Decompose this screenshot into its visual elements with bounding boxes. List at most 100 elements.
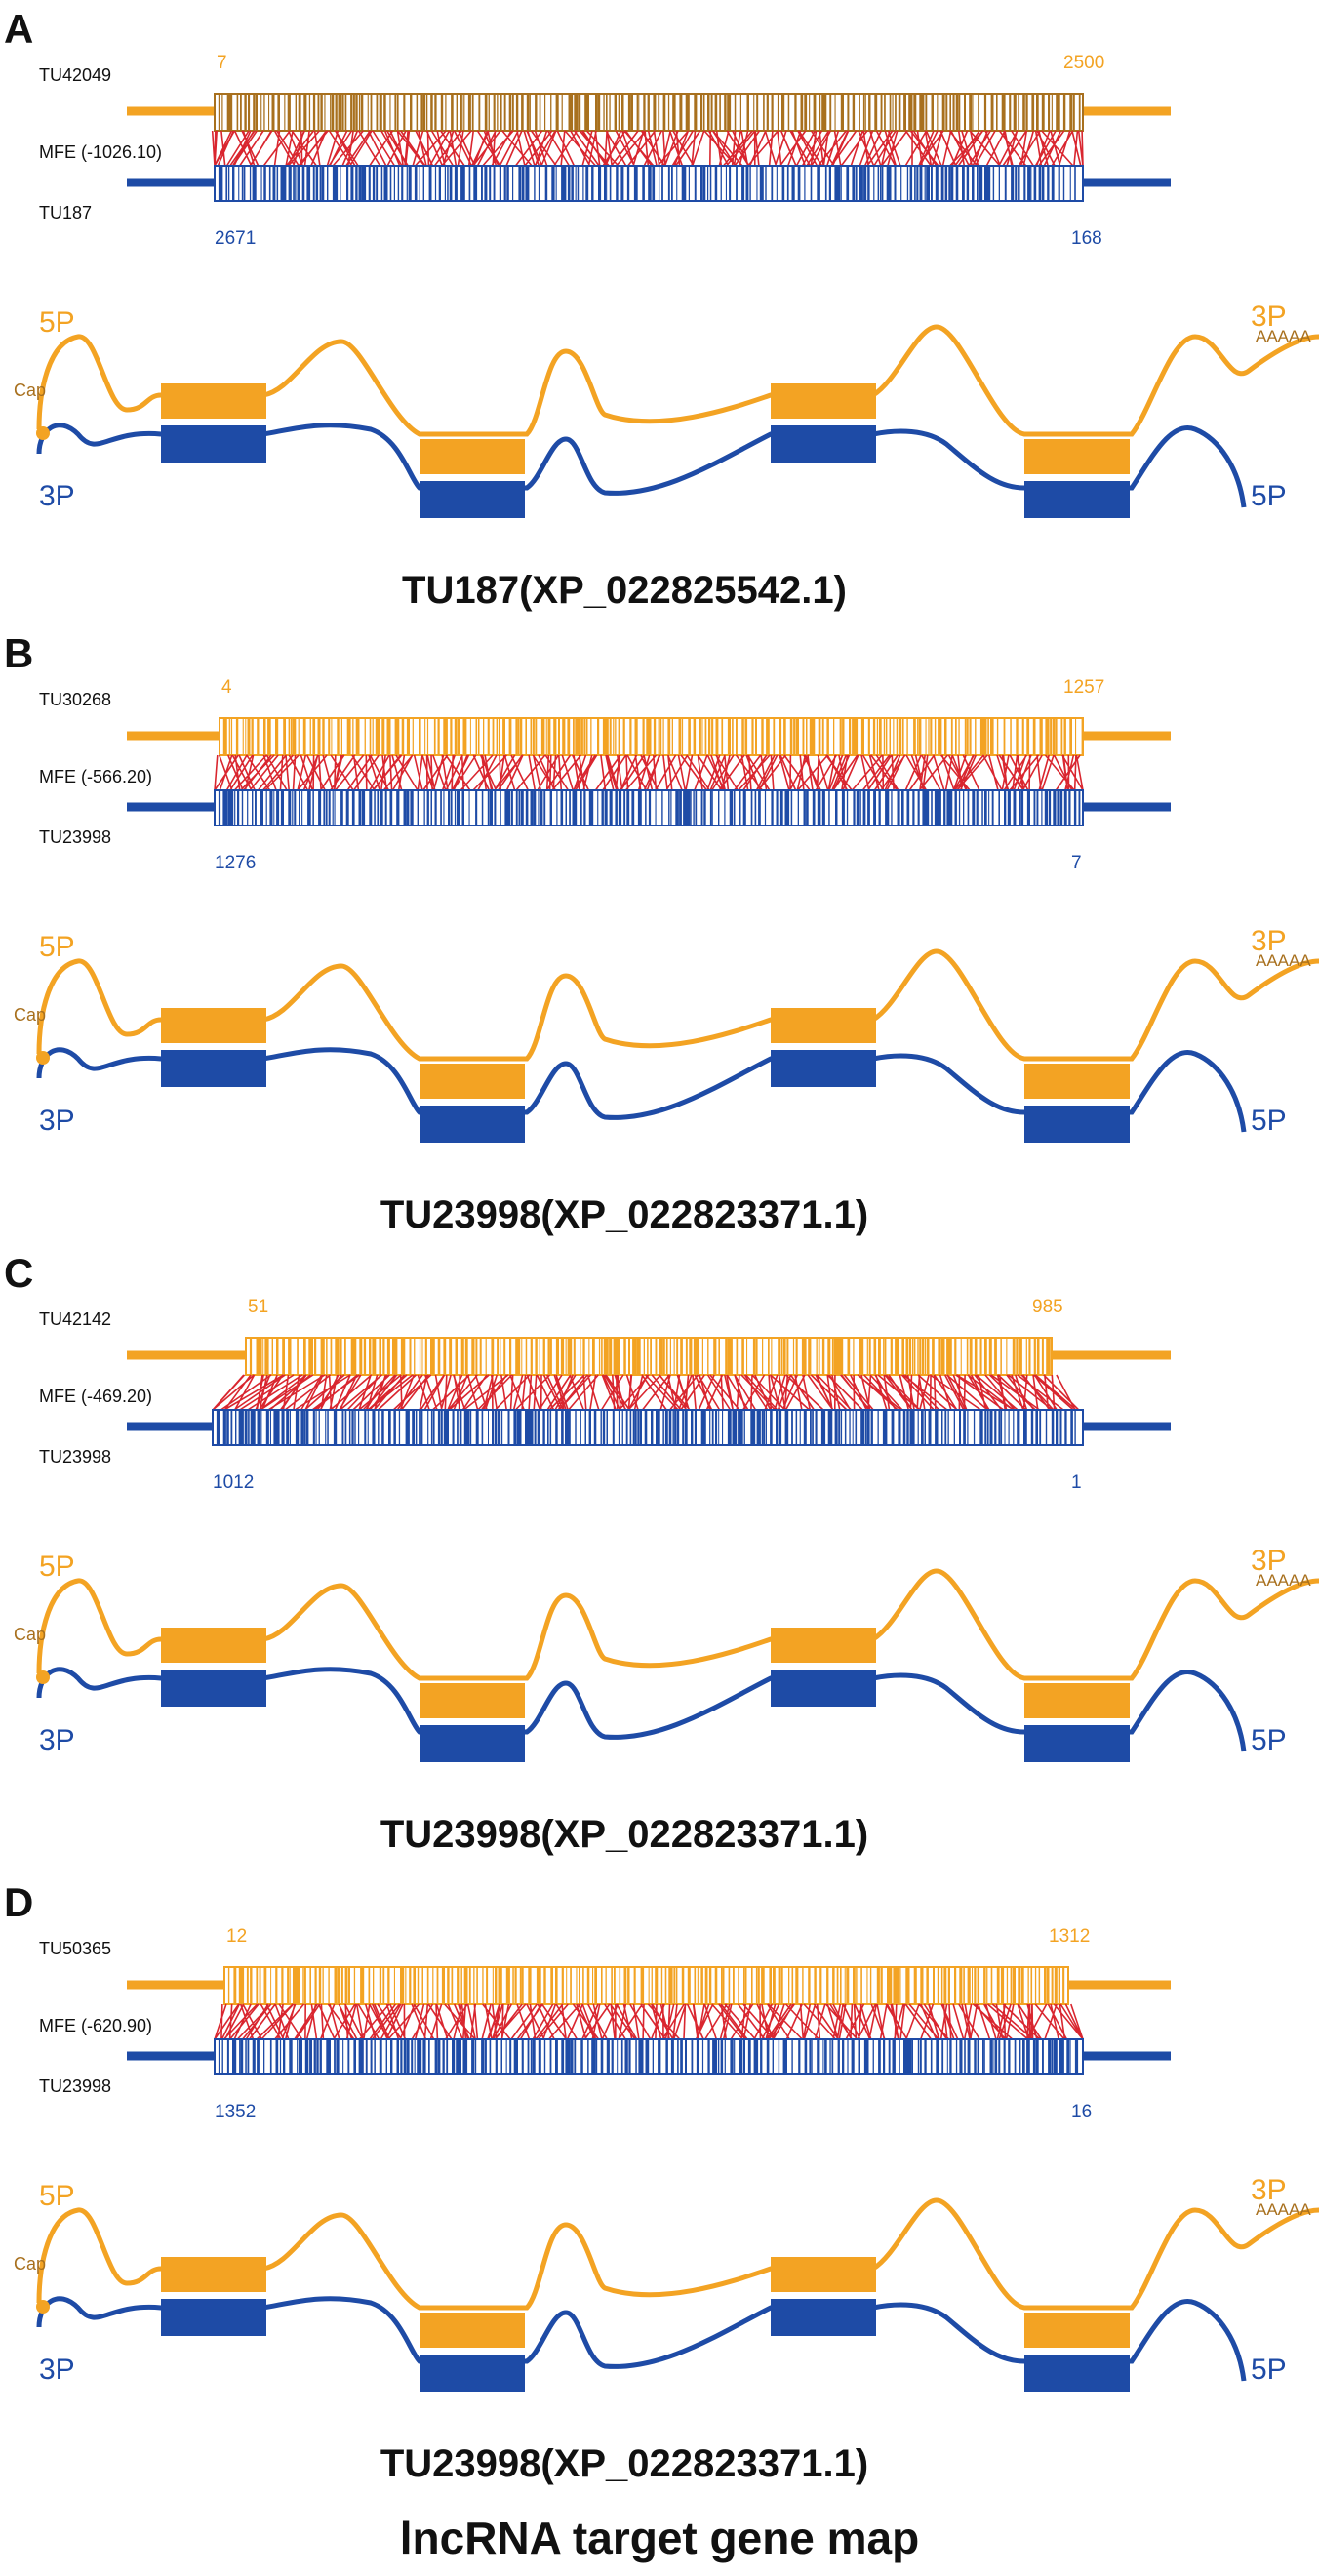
sense-strand-curve: [36, 1568, 1319, 1681]
cap-label: Cap: [14, 1005, 46, 1025]
target-sequence-ticks: [218, 166, 1076, 201]
cap-circle-icon: [36, 1670, 50, 1684]
sense-exon-3: [771, 1008, 876, 1043]
antisense-exon-1: [161, 1670, 266, 1707]
lncrna-name: TU42049: [39, 65, 111, 85]
lncrna-sequence-ticks: [218, 94, 1081, 131]
lncrna-sequence-frame: [245, 1337, 1053, 1376]
antisense-exon-2: [420, 1106, 525, 1143]
gene-caption: TU23998(XP_022823371.1): [380, 1193, 868, 1236]
antisense-exon-2: [420, 1725, 525, 1762]
base-pairing-lines: [212, 1374, 1080, 1411]
antisense-strand-curve: [36, 1047, 1247, 1133]
cap-circle-icon: [36, 426, 50, 440]
panel-letter: A: [4, 6, 33, 52]
target-name: TU23998: [39, 1447, 111, 1467]
target-start-position: 1012: [213, 1472, 254, 1493]
gene-caption: TU23998(XP_022823371.1): [380, 2442, 868, 2485]
sense-exon-3: [771, 383, 876, 419]
target-start-position: 2671: [215, 228, 256, 249]
lncrna-end-position: 985: [1032, 1297, 1063, 1317]
sense-exon-3: [771, 1628, 876, 1663]
panel-letter: C: [4, 1250, 33, 1296]
mfe-label: MFE (-1026.10): [39, 142, 162, 162]
sense-strand-curve: [36, 324, 1319, 437]
cap-circle-icon: [36, 1051, 50, 1065]
lncrna-end-position: 1257: [1063, 677, 1104, 698]
target-end-position: 1: [1071, 1472, 1082, 1493]
poly-a-label: AAAAA: [1256, 2200, 1311, 2219]
three-prime-label-sense: 3P: [1251, 301, 1287, 333]
five-prime-label-antisense: 5P: [1251, 1724, 1287, 1756]
panel-letter: B: [4, 630, 33, 676]
target-start-position: 1276: [215, 853, 256, 873]
lncrna-sequence-ticks: [249, 1338, 1051, 1375]
antisense-exon-4: [1024, 481, 1130, 518]
lncrna-name: TU50365: [39, 1939, 111, 1958]
lncrna-name: TU42142: [39, 1309, 111, 1329]
panel-d: D TU50365 MFE (-620.90) TU23998 12 1312 1352 16…: [4, 1879, 1319, 2485]
antisense-strand-curve: [36, 2296, 1247, 2382]
sense-exon-1: [161, 2257, 266, 2292]
sense-exon-2: [420, 1064, 525, 1099]
antisense-exon-3: [771, 1670, 876, 1707]
lncrna-sequence-ticks: [222, 718, 1083, 755]
sense-strand-curve: [36, 2197, 1319, 2311]
antisense-exon-4: [1024, 1106, 1130, 1143]
three-prime-label-antisense: 3P: [39, 2354, 75, 2386]
antisense-exon-2: [420, 2355, 525, 2392]
sense-exon-4: [1024, 439, 1130, 474]
target-end-position: 7: [1071, 853, 1082, 873]
panel-c: C TU42142 MFE (-469.20) TU23998 51 985 1012 1 Ca…: [4, 1250, 1319, 1856]
antisense-exon-4: [1024, 2355, 1130, 2392]
target-start-position: 1352: [215, 2102, 256, 2122]
cap-circle-icon: [36, 2300, 50, 2314]
target-end-position: 168: [1071, 228, 1102, 249]
poly-a-label: AAAAA: [1256, 327, 1311, 345]
sense-exon-1: [161, 1008, 266, 1043]
mfe-label: MFE (-469.20): [39, 1387, 152, 1406]
sense-exon-2: [420, 439, 525, 474]
sense-exon-3: [771, 2257, 876, 2292]
panel-b: B TU30268 MFE (-566.20) TU23998 4 1257 1276 7 Ca…: [4, 630, 1319, 1236]
lncrna-start-position: 7: [217, 53, 227, 73]
three-prime-label-antisense: 3P: [39, 1724, 75, 1756]
lncrna-start-position: 4: [221, 677, 232, 698]
panels: A TU42049 MFE (-1026.10) TU187 7 2500 2671 168 C…: [4, 6, 1319, 2485]
antisense-exon-3: [771, 425, 876, 463]
five-prime-label-sense: 5P: [39, 306, 75, 339]
sense-exon-2: [420, 1683, 525, 1718]
sense-exon-1: [161, 1628, 266, 1663]
sense-exon-2: [420, 2313, 525, 2348]
antisense-strand-curve: [36, 423, 1247, 508]
target-sequence-ticks: [216, 1410, 1076, 1445]
poly-a-label: AAAAA: [1256, 1571, 1311, 1590]
gene-caption: TU187(XP_022825542.1): [402, 569, 847, 612]
sense-exon-1: [161, 383, 266, 419]
three-prime-label-sense: 3P: [1251, 1545, 1287, 1577]
mfe-label: MFE (-566.20): [39, 767, 152, 786]
cap-label: Cap: [14, 2254, 46, 2274]
sense-strand-curve: [36, 948, 1319, 1062]
target-name: TU187: [39, 203, 92, 222]
target-name: TU23998: [39, 827, 111, 847]
panel-a: A TU42049 MFE (-1026.10) TU187 7 2500 2671 168 C…: [4, 6, 1319, 612]
three-prime-label-sense: 3P: [1251, 2174, 1287, 2206]
alignment-diagram: TU42049 MFE (-1026.10) TU187 7 2500 2671 168: [39, 53, 1171, 249]
base-pairing-lines: [214, 2003, 1084, 2040]
lncrna-name: TU30268: [39, 690, 111, 709]
target-sequence-ticks: [218, 790, 1081, 825]
panel-letter: D: [4, 1879, 33, 1925]
cap-label: Cap: [14, 381, 46, 400]
base-pairing-lines: [211, 130, 1084, 167]
antisense-strand-curve: [36, 1667, 1247, 1752]
gene-caption: TU23998(XP_022823371.1): [380, 1813, 868, 1856]
alignment-diagram: TU50365 MFE (-620.90) TU23998 12 1312 1352 16: [39, 1926, 1171, 2122]
five-prime-label-antisense: 5P: [1251, 480, 1287, 512]
alignment-diagram: TU30268 MFE (-566.20) TU23998 4 1257 1276 7: [39, 677, 1171, 873]
antisense-exon-2: [420, 481, 525, 518]
